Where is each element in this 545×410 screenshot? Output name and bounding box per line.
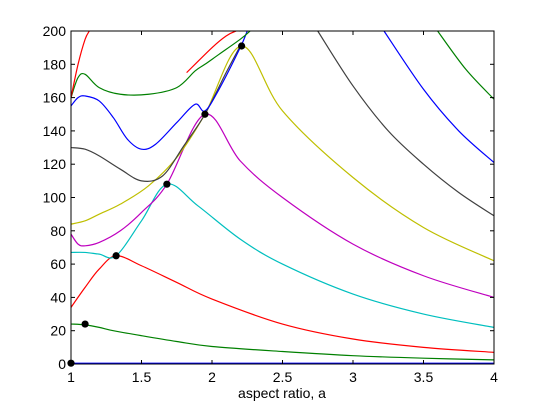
x-axis-label: aspect ratio, a <box>238 385 326 401</box>
data-point-5 <box>238 42 246 50</box>
series-line-9 <box>383 31 494 163</box>
series-line-2 <box>71 255 494 353</box>
y-tick-label-1: 20 <box>50 323 66 339</box>
y-tick-label-2: 40 <box>50 289 66 305</box>
y-tick-label-9: 180 <box>43 56 67 72</box>
y-tick-label-4: 80 <box>50 223 66 239</box>
y-tick-label-10: 200 <box>43 23 67 39</box>
y-tick-label-7: 140 <box>43 123 67 139</box>
x-tick-label-1: 1.5 <box>132 369 152 385</box>
y-tick-label-8: 160 <box>43 90 67 106</box>
series-line-3 <box>71 183 494 328</box>
data-point-4 <box>201 110 209 118</box>
data-point-2 <box>112 252 120 260</box>
series-line-10 <box>71 31 251 98</box>
x-tick-label-4: 3 <box>349 369 357 385</box>
points-layer <box>67 42 246 367</box>
series-line-12 <box>71 31 90 98</box>
y-tick-label-6: 120 <box>43 156 67 172</box>
x-tick-label-2: 2 <box>208 369 216 385</box>
x-tick-label-5: 3.5 <box>414 369 434 385</box>
x-tick-label-6: 4 <box>490 369 498 385</box>
data-point-1 <box>81 320 89 328</box>
x-tick-label-0: 1 <box>67 369 75 385</box>
series-line-11 <box>437 31 494 100</box>
series-line-4 <box>71 113 494 298</box>
series-line-1 <box>71 323 494 361</box>
series-line-7 <box>317 31 494 217</box>
series-line-6 <box>71 45 241 182</box>
y-tick-label-5: 100 <box>43 190 67 206</box>
y-tick-label-3: 60 <box>50 256 66 272</box>
series-line-8 <box>71 31 248 151</box>
series-line-13 <box>186 31 241 74</box>
data-point-3 <box>163 180 171 188</box>
x-tick-label-3: 2.5 <box>273 369 293 385</box>
y-axis: 0 20 40 60 80 100 120 140 160 180 200 <box>43 23 494 372</box>
y-tick-label-0: 0 <box>58 356 66 372</box>
x-axis: 1 1.5 2 2.5 3 3.5 4 <box>67 31 498 385</box>
